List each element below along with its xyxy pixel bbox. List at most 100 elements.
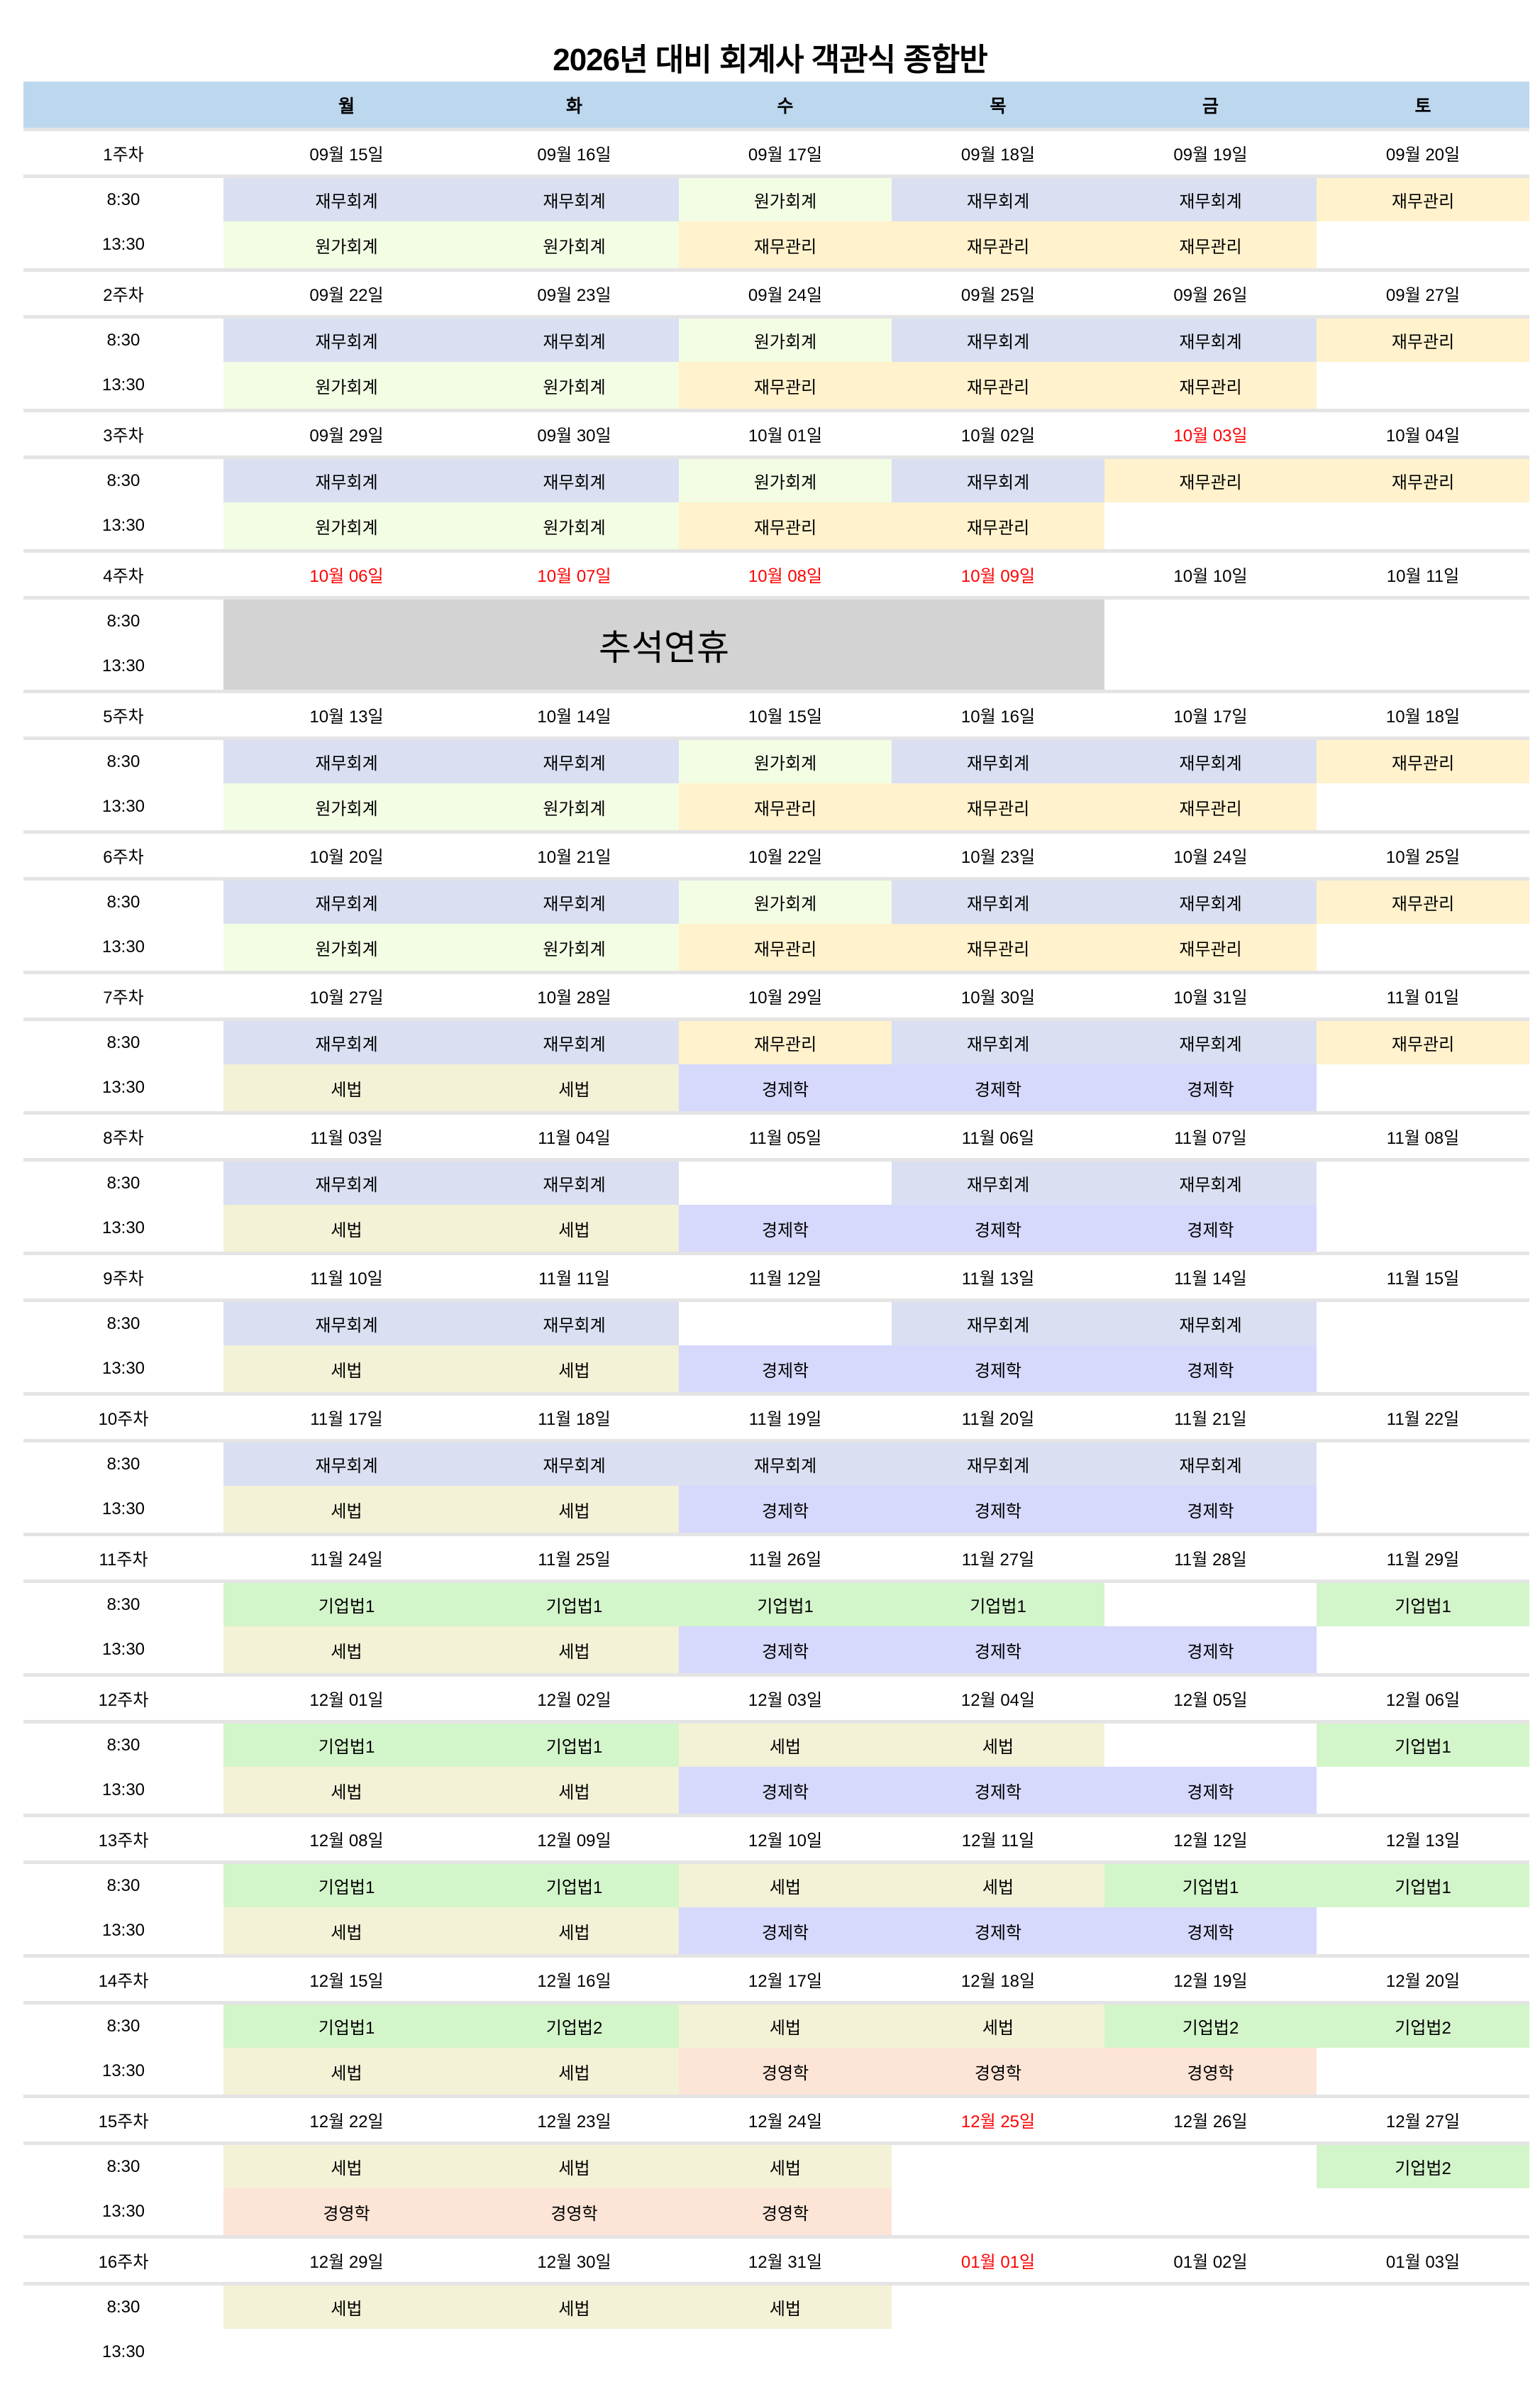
date-cell: 09월 25일 [960, 286, 1036, 305]
class-cell: 세법 [223, 1064, 470, 1111]
time-label: 13:30 [101, 1359, 145, 1378]
date-cell: 10월 20일 [309, 848, 384, 867]
header-day-wed: 수 [777, 96, 794, 116]
class-cell [1317, 2188, 1529, 2235]
class-cell: 재무회계 [223, 1302, 470, 1345]
time-row: 13:30 [23, 643, 1529, 690]
class-cell: 재무관리 [892, 502, 1104, 549]
class-cell [1104, 2329, 1317, 2376]
header-blank [23, 82, 223, 128]
date-cell: 11월 13일 [961, 1269, 1035, 1289]
time-row: 13:30 세법 세법 경제학 경제학 경제학 [23, 1486, 1529, 1533]
week-date-row: 8주차 11월 03일 11월 04일 11월 05일 11월 06일 11월 07일 11… [23, 1111, 1529, 1158]
date-cell: 10월 28일 [537, 988, 611, 1008]
class-cell: 원가회계 [223, 362, 470, 409]
week-label: 16주차 [98, 2253, 149, 2272]
time-label: 13:30 [101, 1218, 145, 1237]
date-cell: 12월 15일 [309, 1972, 384, 1991]
time-row: 13:30 세법 세법 경제학 경제학 경제학 [23, 1345, 1529, 1392]
class-cell: 세법 [223, 2048, 470, 2095]
week-label: 3주차 [103, 426, 144, 446]
date-cell: 12월 19일 [1173, 1972, 1248, 1991]
week-block: 8주차 11월 03일 11월 04일 11월 05일 11월 06일 11월 07일 11… [23, 1111, 1529, 1252]
class-cell: 재무관리 [1104, 362, 1317, 409]
class-cell: 재무회계 [679, 1443, 892, 1486]
class-cell: 세법 [470, 1767, 679, 1814]
date-cell: 10월 17일 [1173, 707, 1248, 727]
date-cell: 11월 25일 [538, 1550, 611, 1570]
time-label: 8:30 [106, 1032, 140, 1052]
class-cell: 재무회계 [223, 1162, 470, 1205]
class-cell [892, 2145, 1104, 2188]
class-cell: 세법 [679, 2004, 892, 2048]
date-cell: 12월 02일 [537, 1691, 611, 1710]
week-label: 9주차 [103, 1269, 144, 1289]
class-cell: 기업법1 [679, 1583, 892, 1626]
date-cell: 09월 15일 [309, 145, 384, 165]
class-cell: 원가회계 [223, 221, 470, 268]
class-cell [1317, 1064, 1529, 1111]
date-cell: 09월 23일 [537, 286, 611, 305]
date-cell: 10월 18일 [1385, 707, 1461, 727]
class-cell: 세법 [679, 2145, 892, 2188]
class-cell [679, 1162, 892, 1205]
week-label: 4주차 [103, 567, 144, 586]
schedule-table: 월 화 수 목 금 토 1주차 09월 15일 09월 16일 09월 17일 09월 … [23, 82, 1529, 2376]
table-header: 월 화 수 목 금 토 [23, 82, 1529, 128]
date-cell: 10월 13일 [309, 707, 384, 727]
date-cell: 10월 27일 [309, 988, 384, 1008]
class-cell [1317, 502, 1529, 549]
class-cell: 기업법1 [1104, 1864, 1317, 1907]
class-cell: 재무관리 [1317, 178, 1529, 221]
date-cell: 11월 20일 [961, 1410, 1035, 1429]
time-label: 13:30 [101, 1499, 145, 1518]
date-cell: 12월 08일 [309, 1831, 384, 1851]
class-cell: 경제학 [679, 1064, 892, 1111]
week-date-row: 11주차 11월 24일 11월 25일 11월 26일 11월 27일 11월 28일 1… [23, 1533, 1529, 1579]
date-cell: 01월 01일 [960, 2253, 1036, 2272]
class-cell: 경영학 [223, 2188, 470, 2235]
class-cell: 기업법2 [470, 2004, 679, 2048]
class-cell: 원가회계 [223, 924, 470, 971]
class-cell: 세법 [892, 1864, 1104, 1907]
time-label: 13:30 [101, 1780, 145, 1799]
class-cell: 기업법1 [1317, 1864, 1529, 1907]
class-cell: 재무관리 [892, 924, 1104, 971]
week-block: 13주차 12월 08일 12월 09일 12월 10일 12월 11일 12월 12일 1… [23, 1814, 1529, 1954]
time-label: 8:30 [106, 2016, 140, 2036]
class-cell [1317, 1162, 1529, 1205]
time-label: 8:30 [106, 2297, 140, 2317]
week-date-row: 4주차 10월 06일 10월 07일 10월 08일 10월 09일 10월 10일 10… [23, 549, 1529, 596]
time-row: 13:30 원가회계 원가회계 재무관리 재무관리 재무관리 [23, 221, 1529, 268]
class-cell: 원가회계 [679, 881, 892, 924]
class-cell [1104, 2285, 1317, 2329]
class-cell: 재무관리 [1317, 1021, 1529, 1064]
date-cell: 12월 31일 [748, 2253, 823, 2272]
date-cell: 10월 07일 [537, 567, 611, 586]
date-cell: 11월 22일 [1386, 1410, 1460, 1429]
class-cell: 재무회계 [1104, 1302, 1317, 1345]
class-cell: 세법 [470, 1064, 679, 1111]
class-cell: 세법 [470, 1486, 679, 1533]
class-cell: 원가회계 [679, 740, 892, 783]
date-cell: 09월 20일 [1385, 145, 1461, 165]
class-cell [679, 1302, 892, 1345]
class-cell: 경제학 [892, 1486, 1104, 1533]
class-cell: 경제학 [679, 1767, 892, 1814]
week-date-row: 2주차 09월 22일 09월 23일 09월 24일 09월 25일 09월 26일 09… [23, 268, 1529, 315]
time-label: 8:30 [106, 1594, 140, 1614]
date-cell: 12월 05일 [1173, 1691, 1248, 1710]
class-cell [1317, 1205, 1529, 1252]
time-row: 8:30 세법 세법 세법 기업법2 [23, 2141, 1529, 2188]
week-label: 6주차 [103, 848, 144, 867]
date-cell: 12월 20일 [1385, 1972, 1461, 1991]
class-cell: 경영학 [1104, 2048, 1317, 2095]
class-cell: 세법 [892, 1724, 1104, 1767]
time-label: 8:30 [106, 189, 140, 209]
class-cell: 기업법1 [470, 1864, 679, 1907]
week-block: 2주차 09월 22일 09월 23일 09월 24일 09월 25일 09월 26일 09… [23, 268, 1529, 409]
date-cell: 10월 24일 [1173, 848, 1248, 867]
week-block: 12주차 12월 01일 12월 02일 12월 03일 12월 04일 12월 05일 1… [23, 1673, 1529, 1814]
class-cell: 기업법2 [1317, 2145, 1529, 2188]
class-cell: 재무회계 [470, 740, 679, 783]
